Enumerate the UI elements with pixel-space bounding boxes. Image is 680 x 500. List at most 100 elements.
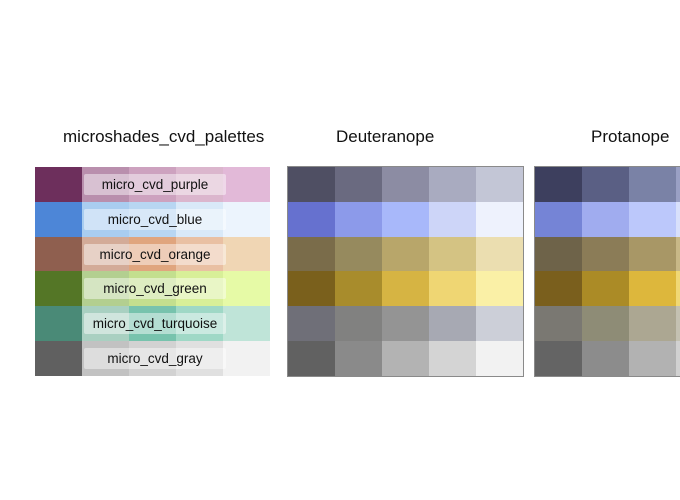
color-swatch — [82, 201, 129, 237]
swatch-row — [288, 236, 523, 272]
palette-label: micro_cvd_purple — [84, 174, 226, 195]
color-swatch — [429, 201, 476, 237]
color-swatch — [582, 236, 629, 272]
color-swatch — [429, 340, 476, 376]
color-swatch — [676, 306, 680, 341]
color-swatch — [629, 201, 676, 237]
color-swatch — [382, 201, 429, 237]
deuteranope-title: Deuteranope — [336, 127, 435, 146]
color-swatch — [382, 340, 429, 376]
color-swatch — [476, 167, 523, 202]
color-swatch — [35, 340, 82, 376]
color-swatch — [429, 306, 476, 341]
color-swatch — [676, 167, 680, 202]
color-swatch — [82, 306, 129, 341]
palette-swatch-grid: micro_cvd_purple micro_cvd_blue micro_cvd_… — [35, 167, 270, 376]
color-swatch — [129, 340, 176, 376]
color-swatch — [288, 340, 335, 376]
swatch-row — [288, 201, 523, 237]
color-swatch — [223, 236, 270, 272]
color-swatch — [129, 271, 176, 307]
color-swatch — [429, 271, 476, 307]
swatch-row: micro_cvd_gray — [35, 340, 270, 376]
color-swatch — [629, 236, 676, 272]
color-swatch — [429, 236, 476, 272]
color-swatch — [676, 340, 680, 376]
color-swatch — [535, 167, 582, 202]
swatch-row: micro_cvd_turquoise — [35, 306, 270, 341]
color-swatch — [382, 271, 429, 307]
color-swatch — [629, 167, 676, 202]
color-swatch — [382, 236, 429, 272]
swatch-row: micro_cvd_orange — [35, 236, 270, 272]
color-swatch — [82, 167, 129, 202]
color-swatch — [129, 167, 176, 202]
color-swatch — [382, 306, 429, 341]
color-swatch — [476, 340, 523, 376]
swatch-row — [535, 201, 680, 237]
color-swatch — [176, 236, 223, 272]
color-swatch — [535, 340, 582, 376]
color-swatch — [476, 271, 523, 307]
swatch-row — [288, 340, 523, 376]
color-swatch — [288, 236, 335, 272]
color-swatch — [629, 306, 676, 341]
protanope-title: Protanope — [591, 127, 670, 146]
color-swatch — [535, 306, 582, 341]
palette-label: micro_cvd_green — [84, 278, 226, 300]
deuteranope-swatch-grid — [287, 166, 524, 377]
color-swatch — [676, 201, 680, 237]
palette-label: micro_cvd_turquoise — [84, 313, 226, 335]
color-swatch — [35, 271, 82, 307]
color-swatch — [176, 201, 223, 237]
color-swatch — [582, 340, 629, 376]
color-swatch — [35, 236, 82, 272]
color-swatch — [129, 201, 176, 237]
color-swatch — [288, 167, 335, 202]
color-swatch — [223, 306, 270, 341]
color-swatch — [176, 167, 223, 202]
swatch-row — [288, 167, 523, 202]
swatch-row — [535, 167, 680, 202]
color-swatch — [176, 306, 223, 341]
color-swatch — [288, 201, 335, 237]
color-swatch — [82, 271, 129, 307]
color-swatch — [335, 340, 382, 376]
color-swatch — [476, 201, 523, 237]
color-swatch — [35, 201, 82, 237]
color-swatch — [535, 236, 582, 272]
palette-label: micro_cvd_blue — [84, 208, 226, 230]
color-swatch — [223, 340, 270, 376]
color-swatch — [288, 271, 335, 307]
color-swatch — [129, 306, 176, 341]
color-swatch — [676, 236, 680, 272]
color-swatch — [629, 271, 676, 307]
swatch-row: micro_cvd_green — [35, 271, 270, 307]
swatch-row — [288, 271, 523, 307]
color-swatch — [35, 167, 82, 202]
color-swatch — [82, 236, 129, 272]
color-swatch — [335, 167, 382, 202]
palettes-title: microshades_cvd_palettes — [63, 127, 265, 146]
color-swatch — [223, 201, 270, 237]
color-swatch — [676, 271, 680, 307]
color-swatch — [335, 271, 382, 307]
color-swatch — [382, 167, 429, 202]
color-swatch — [535, 201, 582, 237]
color-swatch — [476, 306, 523, 341]
color-swatch — [176, 340, 223, 376]
color-swatch — [582, 201, 629, 237]
color-swatch — [223, 271, 270, 307]
protanope-swatch-grid — [534, 166, 680, 377]
color-swatch — [582, 306, 629, 341]
color-swatch — [35, 306, 82, 341]
color-swatch — [223, 167, 270, 202]
color-swatch — [629, 340, 676, 376]
color-swatch — [335, 236, 382, 272]
palette-label: micro_cvd_orange — [84, 243, 226, 265]
swatch-row — [535, 306, 680, 341]
swatch-row — [535, 271, 680, 307]
color-swatch — [535, 271, 582, 307]
color-swatch — [176, 271, 223, 307]
color-swatch — [582, 167, 629, 202]
